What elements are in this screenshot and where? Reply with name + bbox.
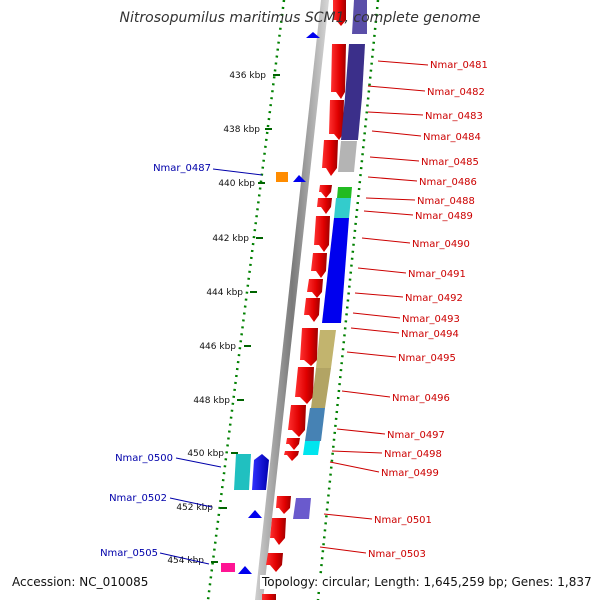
gene-arrow <box>262 594 276 600</box>
kbp-label: 444 kbp <box>206 288 243 298</box>
gene-label: Nmar_0486 <box>419 177 477 188</box>
gene-label: Nmar_0501 <box>374 515 432 526</box>
cog-band <box>293 0 367 519</box>
gene-arrow <box>300 328 318 366</box>
gene-arrow <box>311 253 327 278</box>
left-gene-labels: Nmar_0487 Nmar_0500 Nmar_0502 Nmar_0505 <box>100 163 211 559</box>
gene-label: Nmar_0490 <box>412 239 470 250</box>
gene-label: Nmar_0493 <box>402 314 460 325</box>
gene-label: Nmar_0484 <box>423 132 481 143</box>
gene-arrow <box>329 100 344 140</box>
kbp-tick-labels: 436 kbp 438 kbp 440 kbp 442 kbp 444 kbp … <box>167 71 266 566</box>
gene-arrow <box>331 44 346 99</box>
kbp-label: 450 kbp <box>187 449 224 459</box>
map-title: Nitrosopumilus maritimus SCM1, complete … <box>119 10 481 26</box>
kbp-label: 442 kbp <box>212 234 249 244</box>
gene-arrow <box>319 185 332 198</box>
kbp-label: 446 kbp <box>199 342 236 352</box>
gene-label: Nmar_0499 <box>381 468 439 479</box>
gene-arrow <box>276 496 291 514</box>
gene-arrow <box>248 510 262 518</box>
accession-text: Accession: NC_010085 <box>10 575 151 589</box>
gene-label: Nmar_0496 <box>392 393 450 404</box>
ruler-inner <box>316 0 380 600</box>
gene-label: Nmar_0492 <box>405 293 463 304</box>
gene-label: Nmar_0481 <box>430 60 488 71</box>
kbp-label: 454 kbp <box>167 556 204 566</box>
gene-label: Nmar_0483 <box>425 111 483 122</box>
ruler-outer <box>206 0 286 600</box>
gene-label: Nmar_0503 <box>368 549 426 560</box>
gene-label: Nmar_0488 <box>417 196 475 207</box>
genome-summary-text: Topology: circular; Length: 1,645,259 bp… <box>260 575 594 589</box>
gene-arrows-forward <box>262 0 346 600</box>
gene-arrow <box>295 367 314 404</box>
kbp-label: 448 kbp <box>193 396 230 406</box>
gene-arrow <box>266 553 283 572</box>
gene-arrow <box>252 454 269 490</box>
gene-label: Nmar_0500 <box>115 453 173 464</box>
genome-backbone <box>255 0 329 600</box>
gene-box <box>276 172 288 182</box>
gene-label: Nmar_0498 <box>384 449 442 460</box>
kbp-label: 436 kbp <box>229 71 266 81</box>
gene-arrow <box>314 216 330 252</box>
gene-arrow <box>270 518 286 545</box>
gene-arrow <box>293 175 306 182</box>
gene-arrow <box>284 451 299 461</box>
gene-label: Nmar_0505 <box>100 548 158 559</box>
gene-arrow <box>288 405 306 437</box>
gene-label: Nmar_0495 <box>398 353 456 364</box>
kbp-label: 452 kbp <box>176 503 213 513</box>
gene-arrow <box>333 0 346 26</box>
left-leader-lines <box>159 168 263 565</box>
gene-arrow <box>234 454 251 490</box>
gene-arrow <box>238 566 252 574</box>
gene-label: Nmar_0487 <box>153 163 211 174</box>
right-leader-lines <box>319 60 429 554</box>
gene-label: Nmar_0491 <box>408 269 466 280</box>
kbp-ticks <box>211 74 280 563</box>
kbp-label: 438 kbp <box>223 125 260 135</box>
gene-arrow <box>322 140 338 176</box>
gene-box <box>221 563 235 572</box>
right-gene-labels: Nmar_0481 Nmar_0482 Nmar_0483 Nmar_0484 … <box>368 60 488 560</box>
gene-label: Nmar_0497 <box>387 430 445 441</box>
gene-label: Nmar_0485 <box>421 157 479 168</box>
gene-label: Nmar_0502 <box>109 493 167 504</box>
gene-label: Nmar_0482 <box>427 87 485 98</box>
gene-arrows-reverse <box>221 32 320 574</box>
gene-label: Nmar_0489 <box>415 211 473 222</box>
kbp-label: 440 kbp <box>218 179 255 189</box>
gene-arrow <box>307 279 323 298</box>
gene-arrow <box>306 32 320 38</box>
gene-arrow <box>286 438 300 450</box>
gene-arrow <box>317 198 332 214</box>
gene-label: Nmar_0494 <box>401 329 459 340</box>
gene-arrow <box>304 298 320 322</box>
